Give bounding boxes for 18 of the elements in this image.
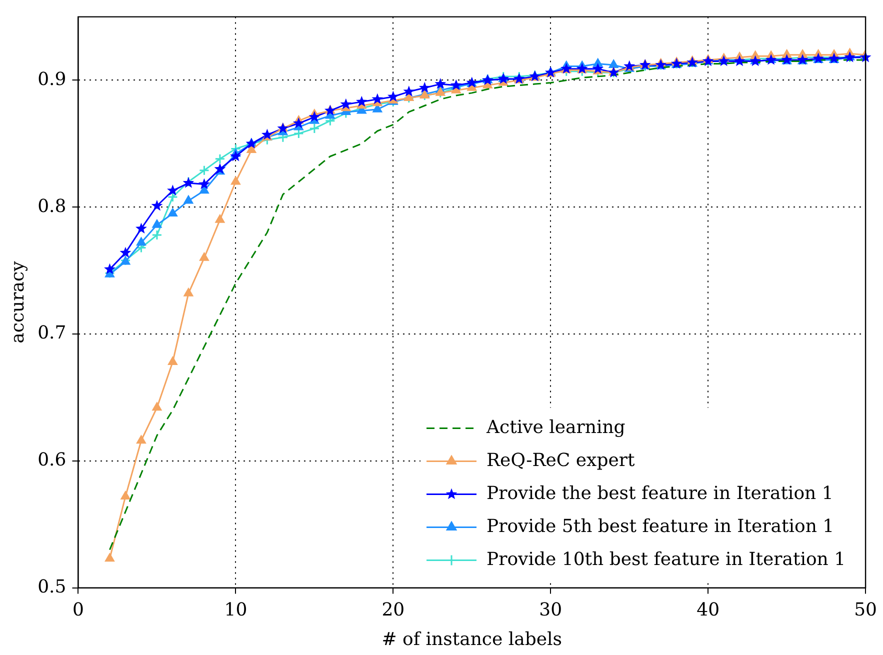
x-axis-title: # of instance labels	[382, 628, 562, 650]
legend-label: ReQ-ReC expert	[486, 450, 636, 471]
y-tick-label: 0.9	[38, 68, 66, 90]
y-tick-label: 0.6	[38, 450, 66, 471]
x-tick-label: 30	[539, 599, 562, 620]
y-tick-label: 0.7	[38, 322, 66, 344]
legend-label: Provide 5th best feature in Iteration 1	[486, 516, 834, 537]
x-tick-label: 0	[72, 599, 84, 620]
y-tick-label: 0.8	[38, 196, 66, 217]
x-tick-label: 10	[224, 599, 248, 620]
y-tick-label: 0.5	[38, 576, 66, 598]
legend-label: Provide 10th best feature in Iteration 1	[486, 548, 846, 570]
y-axis-title: accuracy	[7, 260, 28, 344]
x-tick-label: 40	[696, 599, 720, 620]
x-tick-label: 50	[854, 599, 877, 620]
x-tick-label: 20	[382, 599, 405, 620]
legend-label: Active learning	[486, 416, 626, 438]
legend-label: Provide the best feature in Iteration 1	[486, 482, 834, 504]
